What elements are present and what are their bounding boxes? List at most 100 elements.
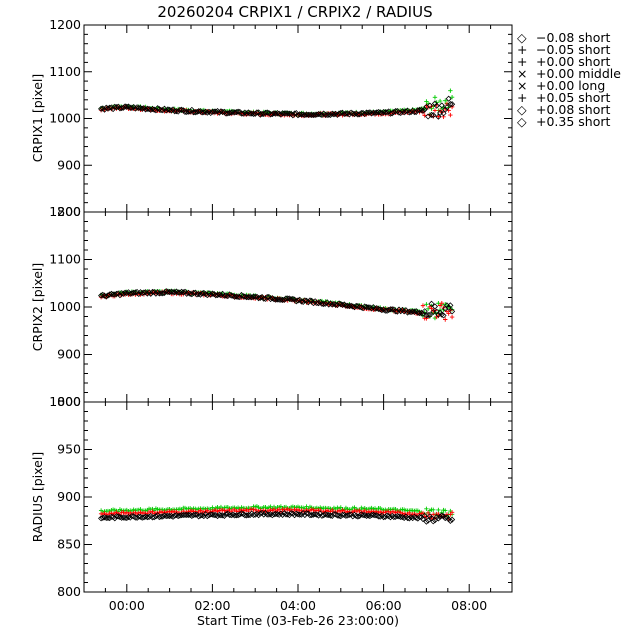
data-point: [286, 110, 293, 117]
data-point: [339, 511, 346, 518]
data-point: [441, 114, 446, 119]
data-point: [257, 294, 264, 301]
data-point: [317, 111, 324, 118]
data-point: [152, 513, 159, 520]
data-point: [397, 513, 404, 521]
data-point: [443, 98, 448, 103]
data-point: [308, 512, 315, 519]
data-point: [330, 300, 338, 308]
data-point: [178, 106, 185, 113]
data-point: [411, 513, 418, 520]
data-point: [228, 292, 235, 299]
data-point: [122, 514, 129, 521]
data-point: [195, 108, 202, 115]
data-point: [315, 300, 322, 307]
data-point: [375, 108, 382, 116]
data-point: [424, 506, 429, 512]
data-point: [291, 512, 298, 519]
data-point: [217, 292, 225, 299]
data-point: [382, 307, 389, 314]
data-point: [449, 314, 455, 320]
data-point: [233, 293, 240, 300]
data-point: [257, 510, 264, 517]
data-point: [200, 109, 207, 116]
data-point: [202, 290, 209, 298]
data-point: [312, 111, 319, 118]
data-point: [190, 289, 197, 296]
y-tick-label: 950: [57, 442, 81, 457]
radius-y-axis-label: RADIUS [pixel]: [30, 452, 45, 542]
data-point: [282, 511, 290, 518]
data-point: [130, 289, 137, 296]
legend-label-1: −0.05 short: [536, 42, 611, 57]
legend-label-6: +0.08 short: [536, 102, 611, 117]
legend-symbol-7: ◇: [517, 114, 527, 129]
data-point: [123, 290, 130, 297]
data-point: [175, 289, 182, 296]
x-axis-label: Start Time (03-Feb-26 23:00:00): [197, 613, 399, 628]
data-point: [187, 290, 194, 297]
data-point: [402, 307, 409, 314]
data-point: [149, 105, 156, 112]
data-point: [424, 99, 429, 104]
data-point: [241, 293, 248, 300]
data-point: [123, 103, 130, 110]
data-point: [445, 95, 452, 102]
data-point: [432, 95, 438, 100]
data-point: [325, 511, 332, 519]
data-point: [436, 507, 441, 513]
data-point: [135, 513, 142, 520]
data-point: [269, 295, 276, 302]
data-point: [358, 109, 365, 117]
data-point: [99, 291, 106, 298]
data-point: [383, 512, 391, 519]
data-point: [425, 311, 432, 319]
data-point: [448, 112, 453, 118]
y-tick-label: 850: [57, 537, 81, 552]
data-point: [238, 510, 245, 517]
data-point: [371, 512, 379, 519]
data-point: [163, 107, 170, 114]
data-point: [238, 110, 245, 117]
data-point: [449, 308, 456, 315]
y-tick-label: 900: [57, 489, 81, 504]
y-tick-label: 800: [57, 204, 81, 219]
legend-label-4: +0.00 long: [536, 78, 605, 93]
data-point: [139, 105, 146, 112]
data-point: [207, 511, 214, 518]
data-point: [411, 308, 418, 315]
legend-label-7: +0.35 short: [536, 114, 611, 129]
data-point: [428, 111, 435, 119]
data-point: [135, 290, 142, 298]
data-point: [336, 110, 343, 117]
data-point: [214, 512, 221, 520]
data-point: [339, 301, 346, 309]
data-point: [359, 512, 367, 519]
data-point: [401, 308, 408, 315]
panel-radius-frame: [83, 401, 513, 593]
data-point: [334, 301, 341, 309]
data-point: [449, 101, 456, 108]
data-point: [134, 104, 141, 111]
data-point: [445, 304, 452, 311]
data-point: [264, 109, 271, 116]
data-point: [390, 513, 397, 521]
data-point: [168, 107, 175, 114]
data-point: [365, 109, 372, 116]
data-point: [264, 293, 271, 301]
data-point: [421, 308, 428, 315]
marks-layer: [98, 88, 456, 525]
data-point: [390, 108, 397, 116]
data-point: [255, 512, 262, 519]
data-point: [149, 288, 156, 296]
data-point: [139, 290, 146, 297]
legend-label-2: +0.00 short: [536, 54, 611, 69]
data-point: [394, 512, 401, 520]
y-tick-label: 800: [57, 394, 81, 409]
data-point: [436, 114, 441, 119]
data-point: [161, 289, 168, 297]
data-point: [128, 290, 136, 297]
data-point: [113, 513, 120, 520]
x-tick-label: 02:00: [194, 598, 230, 613]
legend-symbol-0: ◇: [517, 30, 527, 45]
